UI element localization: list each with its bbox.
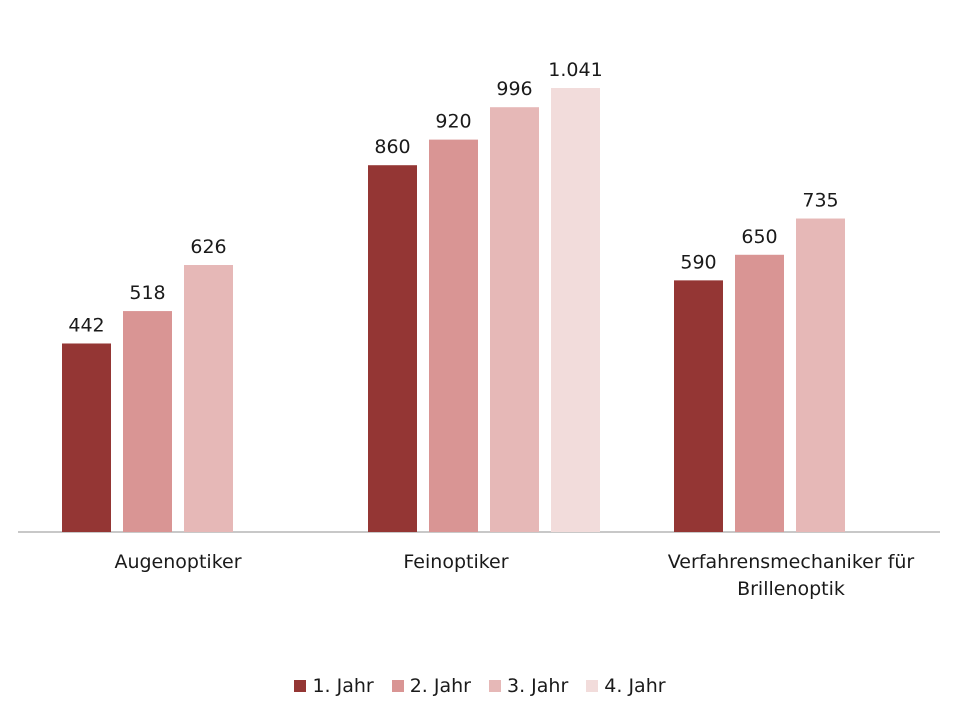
legend-swatch [489,680,501,692]
legend-swatch [294,680,307,692]
legend-label: 2. Jahr [409,675,471,697]
legend-label: 3. Jahr [507,675,569,697]
bar-2-series-3 [490,107,539,533]
bar-3-series-3 [796,218,845,532]
data-label-3-series-3: 735 [802,190,838,212]
legend-item-3: 3. Jahr [489,675,568,697]
data-label-1-series-3: 626 [190,236,226,258]
legend: 1. Jahr 2. Jahr 3. Jahr 4. Jahr [0,675,960,697]
bar-1-series-3 [184,265,233,532]
data-label-2-series-1: 860 [374,136,410,158]
category-label-3-line-2: Brillenoptik [737,578,845,600]
bar-3-series-1 [674,280,723,532]
legend-swatch [586,680,599,692]
bar-1-series-1 [62,343,111,532]
legend-label: 1. Jahr [312,675,374,697]
data-label-3-series-1: 590 [680,251,716,273]
data-label-2-series-3: 996 [496,78,532,100]
data-label-2-series-4: 1.041 [548,59,602,81]
legend-item-2: 2. Jahr [391,675,471,697]
bar-3-series-2 [735,254,784,532]
bar-2-series-2 [429,139,478,532]
category-label-3-line-1: Verfahrensmechaniker für [668,551,915,573]
legend-item-1: 1. Jahr [294,675,374,697]
legend-swatch [391,680,404,692]
data-label-2-series-2: 920 [435,111,471,133]
data-label-3-series-2: 650 [741,226,777,248]
legend-item-4: 4. Jahr [586,675,666,697]
data-label-1-series-1: 442 [68,314,104,336]
bar-1-series-2 [123,311,172,532]
category-label-2: Feinoptiker [403,551,508,573]
bar-2-series-4 [551,88,600,533]
bar-2-series-1 [368,165,417,532]
category-label-1: Augenoptiker [114,551,241,573]
legend-label: 4. Jahr [604,675,666,697]
data-label-1-series-2: 518 [129,282,165,304]
